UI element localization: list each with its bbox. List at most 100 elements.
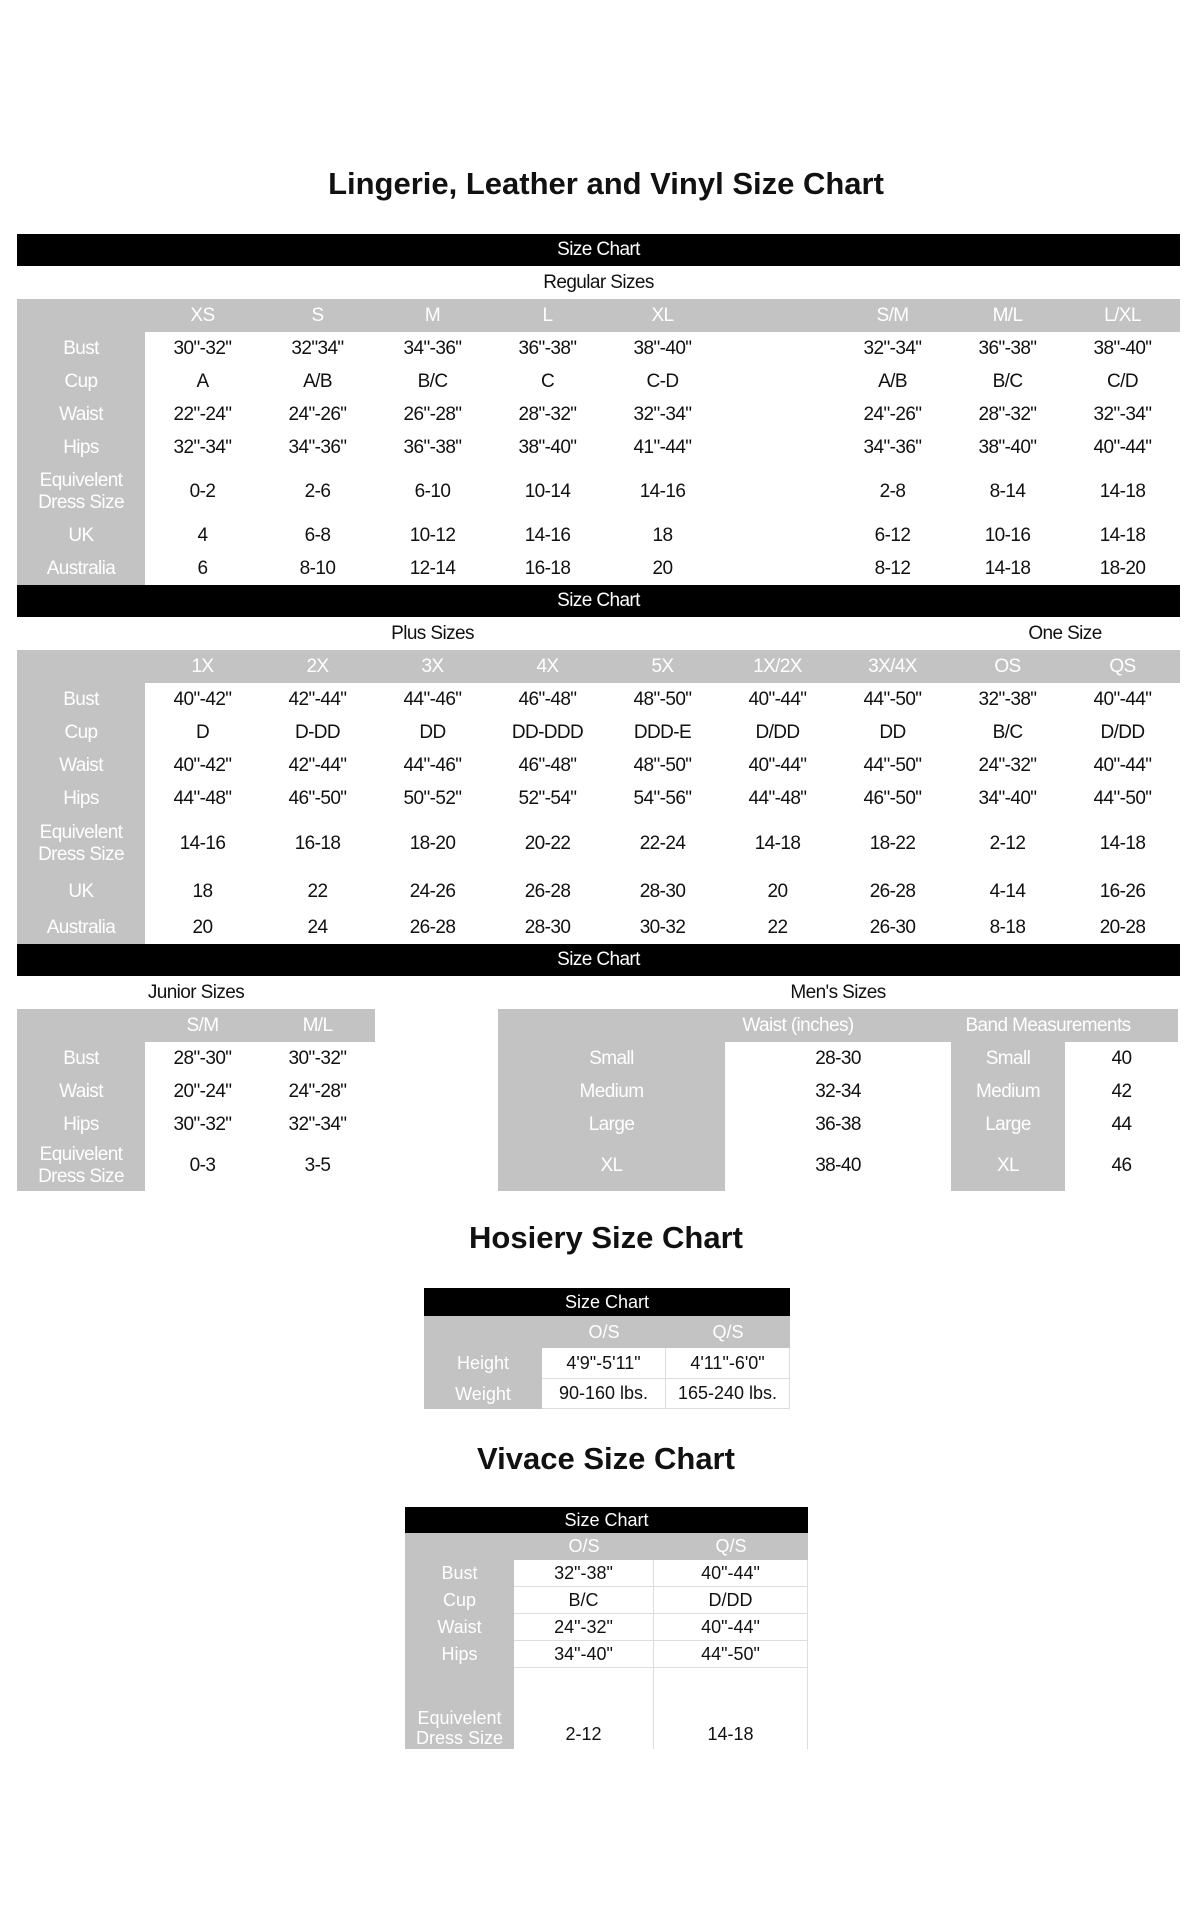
size-header: S <box>260 299 375 332</box>
size-value: 90-160 lbs. <box>542 1379 666 1409</box>
size-value: 20-28 <box>1065 912 1180 944</box>
row-label: Australia <box>17 552 145 585</box>
size-value: A <box>145 365 260 398</box>
table-row: Medium 32-34 Medium 42 <box>498 1075 1178 1108</box>
band-value: 40 <box>1065 1042 1178 1075</box>
section-subtitle: Plus Sizes <box>145 617 720 650</box>
row-label: Medium <box>498 1075 725 1108</box>
size-value <box>720 332 835 365</box>
size-value: B/C <box>514 1587 654 1614</box>
table-row: UK 18 22 24-26 26-28 28-30 20 26-28 4-14 16-26 <box>17 872 1180 912</box>
size-value: 20 <box>720 872 835 912</box>
title-bar: Size Chart <box>17 234 1180 266</box>
table-row: Bust 30"-32" 32"34" 34"-36" 36"-38" 38"-40" 32… <box>17 332 1180 365</box>
table-row: Hips 34"-40" 44"-50" <box>405 1641 808 1668</box>
size-value: 44"-48" <box>145 782 260 815</box>
size-value: 32"-34" <box>1065 398 1180 431</box>
row-label: Equivelent Dress Size <box>17 1141 145 1191</box>
waist-header: Waist (inches) <box>678 1009 918 1042</box>
row-label: Waist <box>17 398 145 431</box>
size-value: 46"-50" <box>260 782 375 815</box>
band-value: 46 <box>1065 1141 1178 1191</box>
row-label: Medium <box>951 1075 1065 1108</box>
size-value: C <box>490 365 605 398</box>
size-value: 20 <box>145 912 260 944</box>
subtitle-row: Men's Sizes <box>498 976 1178 1009</box>
size-value: 18 <box>605 519 720 552</box>
size-value: 2-12 <box>950 815 1065 872</box>
size-value: D/DD <box>1065 716 1180 749</box>
row-label: Cup <box>405 1587 514 1614</box>
size-value: 14-16 <box>145 815 260 872</box>
size-value: 8-12 <box>835 552 950 585</box>
size-header: L <box>490 299 605 332</box>
size-value: 16-18 <box>260 815 375 872</box>
size-value: 18 <box>145 872 260 912</box>
vivace-title: Vivace Size Chart <box>477 1441 735 1476</box>
size-value: B/C <box>375 365 490 398</box>
size-value: 30-32 <box>605 912 720 944</box>
size-value: 6 <box>145 552 260 585</box>
size-value: 46"-48" <box>490 749 605 782</box>
size-value: D <box>145 716 260 749</box>
size-value: 18-20 <box>375 815 490 872</box>
size-value: 8-10 <box>260 552 375 585</box>
size-value <box>720 431 835 464</box>
size-value: 28-30 <box>605 872 720 912</box>
size-value: 4 <box>145 519 260 552</box>
row-label: Hips <box>17 1108 145 1141</box>
size-value: 28"-30" <box>145 1042 260 1075</box>
size-value: 20-22 <box>490 815 605 872</box>
band-header: Band Measurements <box>918 1009 1178 1042</box>
size-value: 40"-44" <box>654 1614 808 1641</box>
header-corner <box>498 1009 678 1042</box>
size-value: 14-16 <box>605 464 720 519</box>
size-value: 32"-34" <box>605 398 720 431</box>
size-value: 24-26 <box>375 872 490 912</box>
size-value: 30"-32" <box>260 1042 375 1075</box>
size-value: C-D <box>605 365 720 398</box>
size-value: 30"-32" <box>145 1108 260 1141</box>
size-value: 10-14 <box>490 464 605 519</box>
size-chart-bar: Size Chart <box>17 234 1180 266</box>
size-value: 48"-50" <box>605 749 720 782</box>
size-value: DD <box>375 716 490 749</box>
row-label: Weight <box>424 1379 542 1409</box>
table-row: XL 38-40 XL 46 <box>498 1141 1178 1191</box>
size-value: 32"-34" <box>835 332 950 365</box>
size-value: 28"-32" <box>950 398 1065 431</box>
size-value: 6-8 <box>260 519 375 552</box>
size-value: 44"-50" <box>1065 782 1180 815</box>
size-value: 2-12 <box>514 1668 654 1749</box>
size-value: 16-26 <box>1065 872 1180 912</box>
size-value: 36"-38" <box>490 332 605 365</box>
size-value: 38"-40" <box>950 431 1065 464</box>
size-value: 44"-46" <box>375 683 490 716</box>
size-value: 38"-40" <box>490 431 605 464</box>
table-row: Bust 40"-42" 42"-44" 44"-46" 46"-48" 48"-50" 4… <box>17 683 1180 716</box>
header-row: O/S Q/S <box>424 1316 790 1348</box>
size-value: DD-DDD <box>490 716 605 749</box>
size-value: 2-6 <box>260 464 375 519</box>
table-row: Hips 44"-48" 46"-50" 50"-52" 52"-54" 54"-56" 4… <box>17 782 1180 815</box>
table-row: Large 36-38 Large 44 <box>498 1108 1178 1141</box>
size-header: 1X <box>145 650 260 683</box>
row-label: Waist <box>17 1075 145 1108</box>
title-bar: Size Chart <box>17 944 1180 976</box>
size-header: Q/S <box>654 1533 808 1560</box>
size-value: 22 <box>720 912 835 944</box>
size-header: XL <box>605 299 720 332</box>
size-value: 44"-50" <box>835 749 950 782</box>
size-header: M/L <box>260 1009 375 1042</box>
size-value <box>720 365 835 398</box>
size-value: 14-16 <box>490 519 605 552</box>
size-value: 4-14 <box>950 872 1065 912</box>
size-header: 5X <box>605 650 720 683</box>
table-row: Small 28-30 Small 40 <box>498 1042 1178 1075</box>
size-value: 36"-38" <box>950 332 1065 365</box>
table-row: Weight 90-160 lbs. 165-240 lbs. <box>424 1379 790 1409</box>
header-row: S/M M/L <box>17 1009 375 1042</box>
size-value: 40"-42" <box>145 683 260 716</box>
size-value: 40"-44" <box>1065 749 1180 782</box>
row-label: UK <box>17 519 145 552</box>
